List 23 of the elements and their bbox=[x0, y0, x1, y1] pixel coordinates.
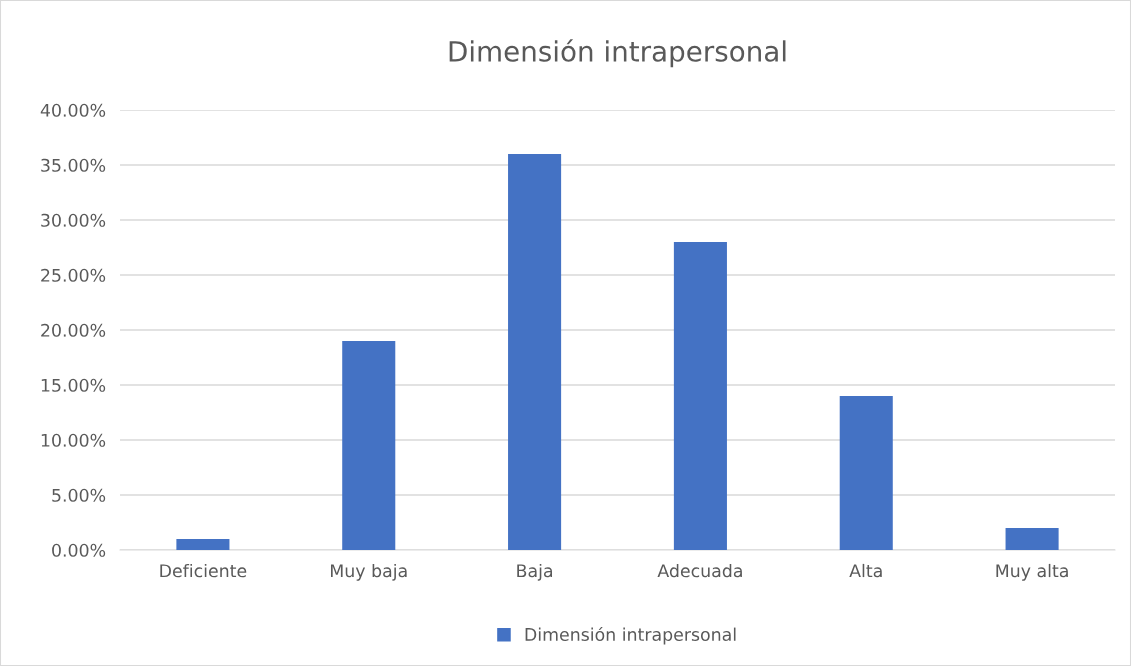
x-tick-label: Deficiente bbox=[160, 563, 247, 578]
x-tick-label: Adecuada bbox=[657, 563, 742, 578]
y-tick-label: 10.00% bbox=[41, 433, 106, 447]
bar bbox=[1005, 528, 1059, 550]
y-tick-label: 30.00% bbox=[41, 213, 106, 227]
legend-label: Dimensión intrapersonal bbox=[525, 626, 736, 645]
y-tick-label: 35.00% bbox=[41, 158, 106, 172]
y-tick-label: 40.00% bbox=[40, 103, 106, 117]
y-tick-label: 25.00% bbox=[41, 268, 106, 282]
y-tick-label: 15.00% bbox=[41, 378, 106, 392]
x-tick-label: Baja bbox=[517, 563, 553, 581]
y-tick-label: 0.00% bbox=[52, 543, 106, 557]
bar bbox=[839, 396, 893, 550]
x-tick-label: Muy baja bbox=[331, 563, 407, 581]
bar bbox=[176, 539, 230, 550]
bar bbox=[673, 242, 727, 550]
x-tick-label: Alta bbox=[849, 563, 882, 578]
bar bbox=[342, 341, 396, 550]
y-tick-label: 20.00% bbox=[41, 323, 106, 337]
chart-title: Dimensión intrapersonal bbox=[449, 39, 786, 68]
bar bbox=[508, 154, 562, 550]
y-tick-label: 5.00% bbox=[52, 488, 106, 502]
x-tick-label: Muy alta bbox=[996, 563, 1068, 581]
